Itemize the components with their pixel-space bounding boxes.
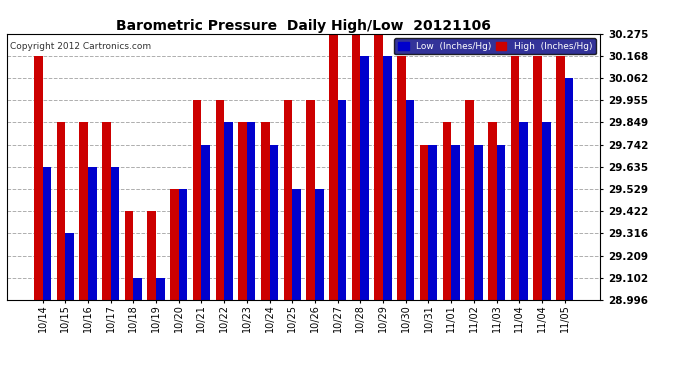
Bar <box>474 145 482 300</box>
Bar <box>488 122 497 300</box>
Bar <box>383 56 392 300</box>
Bar <box>201 145 210 300</box>
Bar <box>329 34 337 300</box>
Bar <box>465 100 474 300</box>
Bar <box>110 167 119 300</box>
Bar <box>315 189 324 300</box>
Bar <box>79 122 88 300</box>
Bar <box>337 100 346 300</box>
Bar <box>238 122 247 300</box>
Bar <box>556 56 564 300</box>
Bar <box>270 145 278 300</box>
Bar <box>179 189 188 300</box>
Bar <box>442 122 451 300</box>
Bar <box>148 211 156 300</box>
Bar <box>170 189 179 300</box>
Bar <box>511 56 520 300</box>
Bar <box>224 122 233 300</box>
Bar <box>247 122 255 300</box>
Bar <box>375 34 383 300</box>
Bar <box>420 145 428 300</box>
Bar <box>133 278 142 300</box>
Bar <box>65 233 74 300</box>
Bar <box>43 167 51 300</box>
Legend: Low  (Inches/Hg), High  (Inches/Hg): Low (Inches/Hg), High (Inches/Hg) <box>394 38 595 54</box>
Bar <box>360 56 369 300</box>
Bar <box>497 145 505 300</box>
Bar <box>261 122 270 300</box>
Bar <box>542 122 551 300</box>
Bar <box>406 100 415 300</box>
Bar <box>34 56 43 300</box>
Bar <box>293 189 301 300</box>
Bar <box>352 34 360 300</box>
Bar <box>284 100 293 300</box>
Bar <box>156 278 165 300</box>
Bar <box>57 122 65 300</box>
Bar <box>125 211 133 300</box>
Bar <box>88 167 97 300</box>
Bar <box>533 56 542 300</box>
Bar <box>564 78 573 300</box>
Bar <box>215 100 224 300</box>
Bar <box>306 100 315 300</box>
Bar <box>428 145 437 300</box>
Title: Barometric Pressure  Daily High/Low  20121106: Barometric Pressure Daily High/Low 20121… <box>116 19 491 33</box>
Bar <box>451 145 460 300</box>
Text: Copyright 2012 Cartronics.com: Copyright 2012 Cartronics.com <box>10 42 151 51</box>
Bar <box>397 56 406 300</box>
Bar <box>520 122 528 300</box>
Bar <box>102 122 110 300</box>
Bar <box>193 100 201 300</box>
